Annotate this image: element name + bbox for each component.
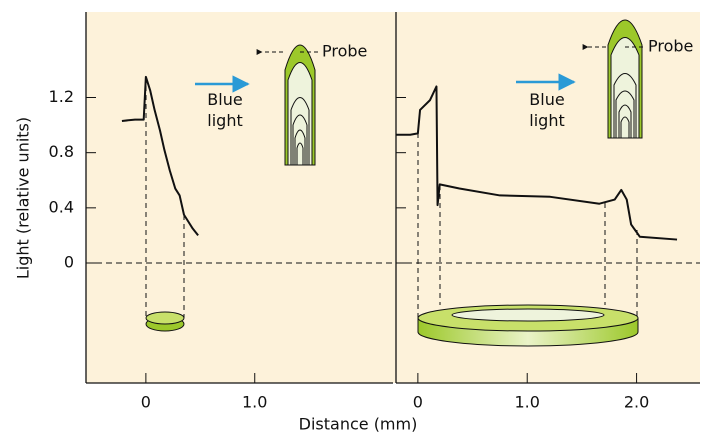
stimulus-label: Blue light xyxy=(207,90,242,130)
data-line xyxy=(396,85,678,241)
x-axis-label: Distance (mm) xyxy=(299,415,418,434)
stimulus-label: Blue light xyxy=(529,90,564,130)
x-tick-label: 1.0 xyxy=(514,393,539,412)
x-tick-label: 0 xyxy=(413,393,423,412)
x-tick-label: 0 xyxy=(141,393,151,412)
y-tick-label: 1.2 xyxy=(49,87,74,106)
y-tick-label: 0.4 xyxy=(49,197,74,216)
decorations xyxy=(145,19,644,347)
probe-label: Probe xyxy=(648,37,693,56)
probe-label: Probe xyxy=(322,42,367,61)
data-line xyxy=(121,75,199,237)
y-tick-label: 0 xyxy=(64,253,74,272)
x-tick-label: 1.0 xyxy=(242,393,267,412)
y-tick-label: 0.8 xyxy=(49,142,74,161)
x-tick-label: 2.0 xyxy=(624,393,649,412)
y-axis-label: Light (relative units) xyxy=(14,117,33,279)
